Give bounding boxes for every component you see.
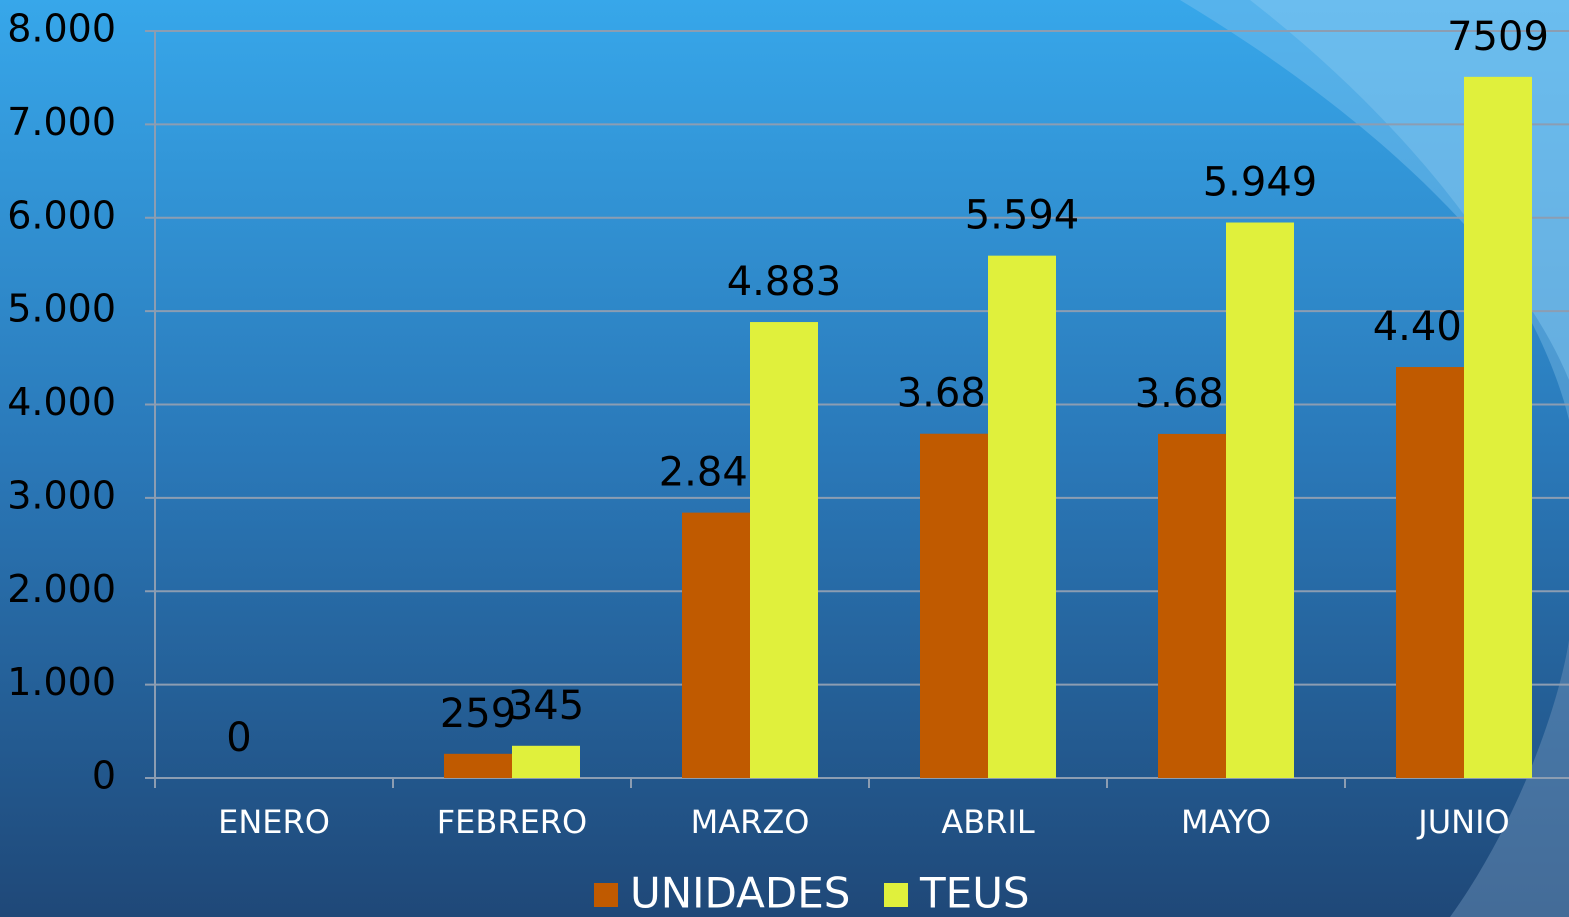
y-tick-label: 8.000	[7, 7, 116, 51]
bar	[682, 512, 750, 778]
y-tick-label: 1.000	[7, 660, 116, 704]
data-label: 5.949	[1203, 160, 1318, 206]
bar	[920, 433, 988, 778]
bar	[1158, 433, 1226, 778]
legend-swatch	[594, 883, 618, 907]
y-tick-label: 6.000	[7, 193, 116, 237]
y-tick-label: 2.000	[7, 567, 116, 611]
y-tick-label: 5.000	[7, 287, 116, 331]
data-label: 5.594	[965, 193, 1080, 239]
bar	[750, 322, 818, 778]
bar	[1226, 222, 1294, 778]
bar	[1464, 76, 1532, 779]
data-label: 259	[440, 691, 516, 737]
data-label: 7509	[1447, 14, 1549, 60]
bar	[444, 753, 512, 778]
x-tick-label: ENERO	[218, 803, 330, 841]
y-tick-label: 4.000	[7, 380, 116, 424]
x-tick-label: MARZO	[691, 803, 810, 841]
bar	[1396, 367, 1464, 778]
y-tick-label: 7.000	[7, 100, 116, 144]
x-tick-label: MAYO	[1181, 803, 1271, 841]
x-tick-label: JUNIO	[1416, 803, 1509, 841]
y-tick-label: 3.000	[7, 473, 116, 517]
data-label: 4.883	[727, 259, 842, 305]
x-tick-label: FEBRERO	[437, 803, 587, 841]
x-tick-label: ABRIL	[941, 803, 1035, 841]
background-swoosh	[1450, 640, 1569, 917]
bar	[512, 745, 580, 778]
bar	[988, 255, 1056, 778]
y-tick-label: 0	[92, 754, 116, 798]
legend-swatch	[884, 883, 908, 907]
data-label: 0	[226, 715, 251, 761]
data-label: 345	[508, 683, 584, 729]
legend-label: TEUS	[919, 869, 1030, 917]
legend-label: UNIDADES	[630, 869, 850, 917]
